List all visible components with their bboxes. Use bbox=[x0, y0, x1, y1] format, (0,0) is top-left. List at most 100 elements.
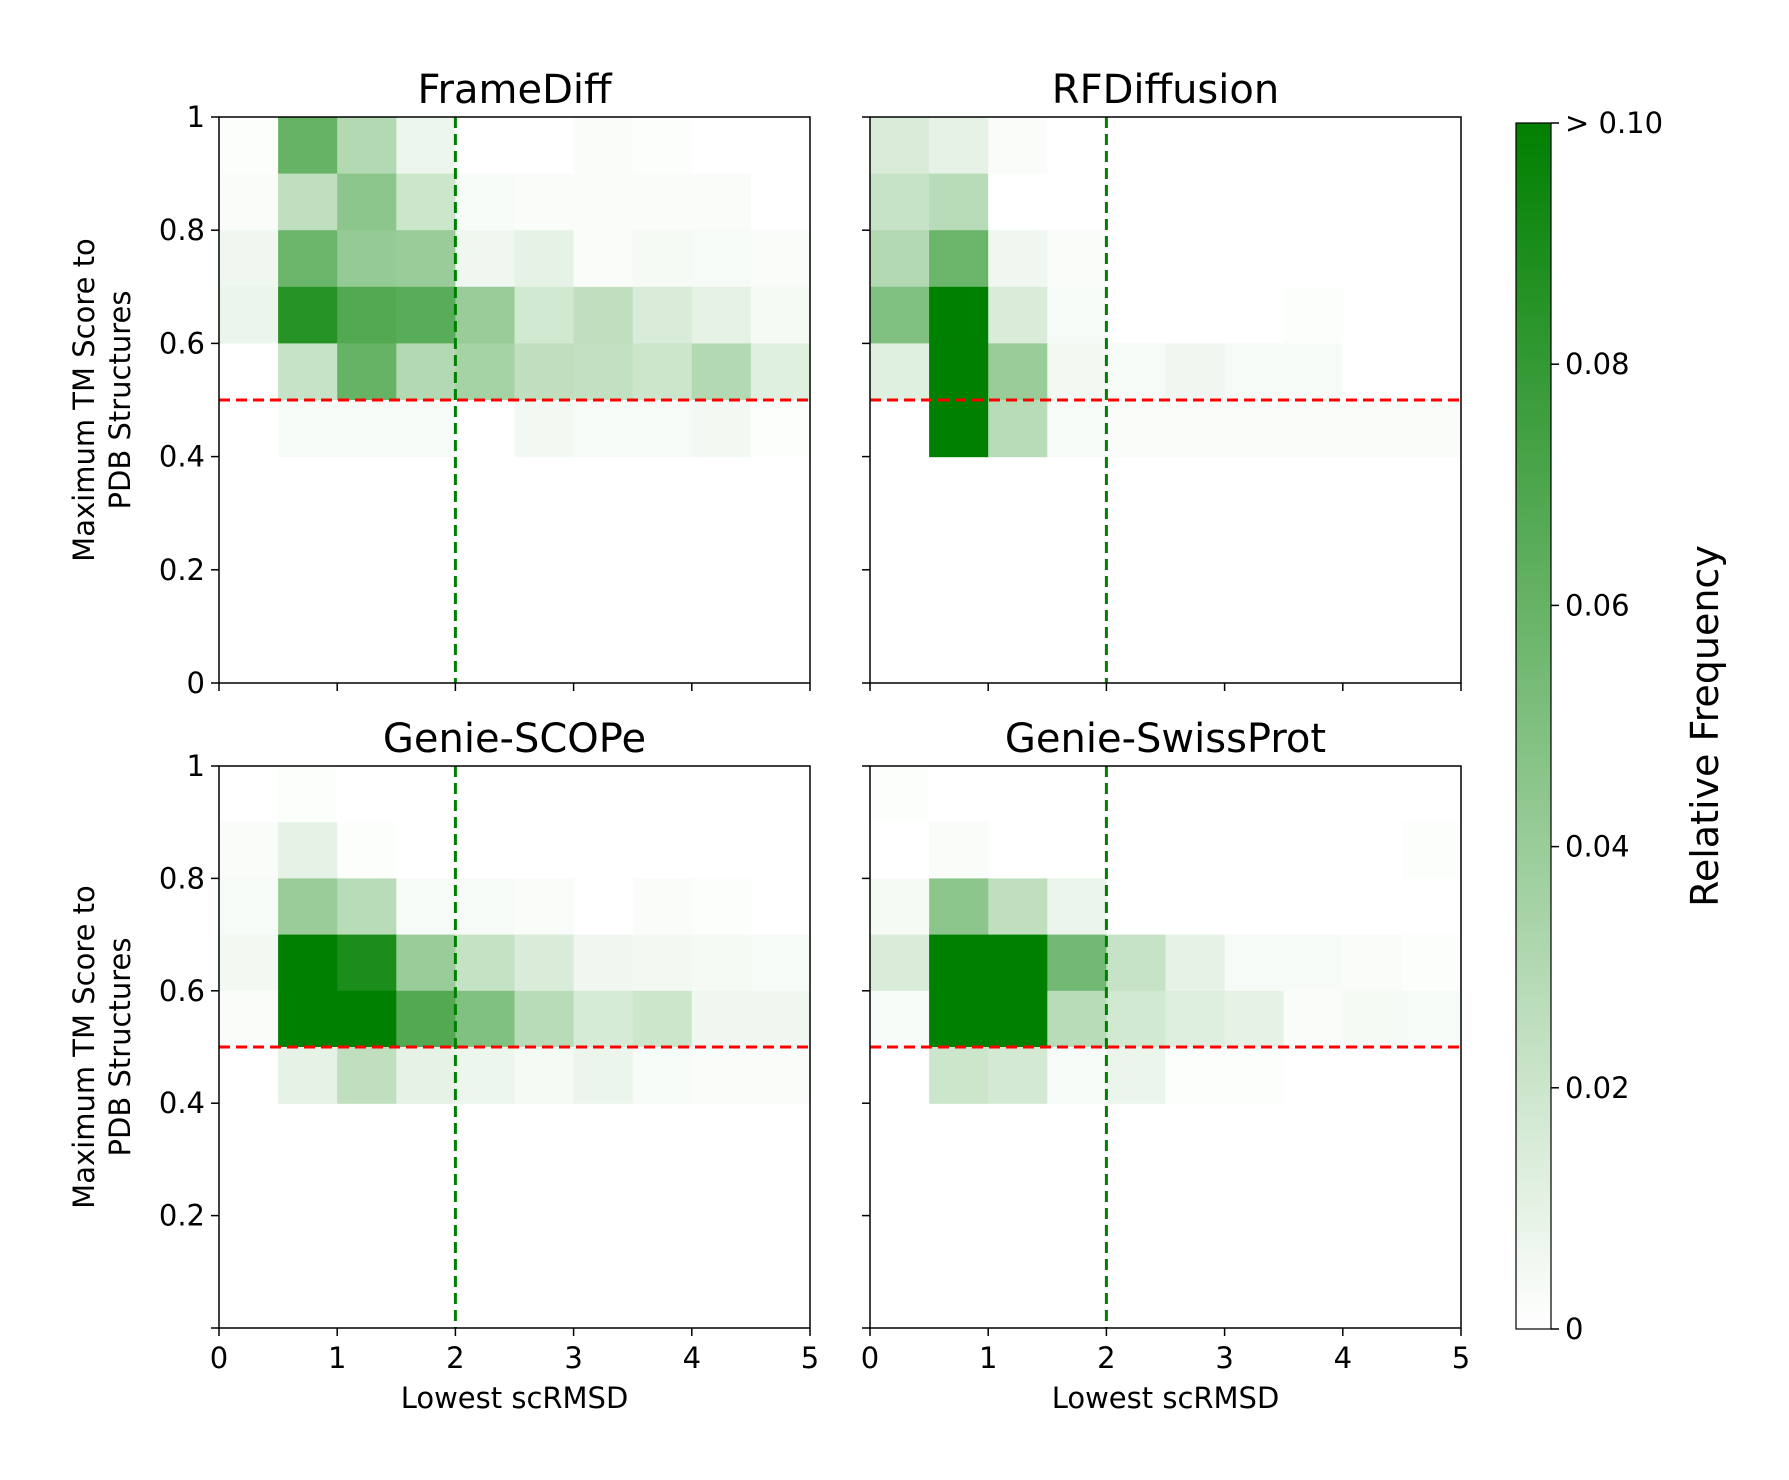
y-tick-label: 1 bbox=[187, 100, 205, 134]
heatmap-cell bbox=[1342, 173, 1403, 231]
heatmap-cell bbox=[219, 117, 279, 175]
heatmap-cell bbox=[573, 230, 634, 288]
heatmap-cell bbox=[750, 286, 811, 344]
x-tick-label: 2 bbox=[1097, 1341, 1115, 1375]
heatmap-cell bbox=[514, 230, 575, 288]
axes-frame bbox=[869, 116, 1462, 684]
heatmap-cell bbox=[1106, 1047, 1167, 1104]
heatmap-cell bbox=[691, 990, 752, 1048]
heatmap-cell bbox=[870, 822, 930, 879]
heatmap-cell bbox=[573, 286, 634, 344]
heatmap-cell bbox=[1165, 286, 1226, 344]
heatmap-cell bbox=[337, 343, 397, 401]
heatmap-cell bbox=[396, 343, 456, 401]
heatmap-cell bbox=[870, 230, 930, 288]
x-axis-label: Lowest scRMSD bbox=[401, 1381, 629, 1415]
heatmap-cell bbox=[455, 878, 516, 936]
heatmap-cell bbox=[870, 1047, 930, 1104]
heatmap-cell bbox=[1283, 822, 1344, 879]
heatmap-cell bbox=[691, 286, 752, 344]
y-axis-label: PDB Structures bbox=[103, 291, 137, 510]
heatmap-cell bbox=[278, 934, 338, 992]
heatmap-cell bbox=[1047, 173, 1107, 231]
heatmap-cell bbox=[455, 286, 516, 344]
heatmap-cell bbox=[1401, 400, 1462, 458]
axes-frame bbox=[869, 765, 1462, 1329]
heatmap-cell bbox=[1342, 230, 1403, 288]
heatmap-cell bbox=[1224, 400, 1285, 458]
heatmap-cell bbox=[1342, 400, 1403, 458]
heatmap-cell bbox=[396, 230, 456, 288]
colorbar-tick-label: 0.04 bbox=[1565, 830, 1630, 864]
heatmap-cell bbox=[337, 173, 397, 231]
heatmap-cell bbox=[219, 766, 279, 823]
heatmap-cell bbox=[988, 1047, 1048, 1104]
heatmap-cell bbox=[1165, 822, 1226, 879]
heatmap-cell bbox=[278, 878, 338, 936]
heatmap-cell bbox=[278, 766, 338, 823]
panel-title: Genie-SwissProt bbox=[1005, 716, 1326, 762]
heatmap-cell bbox=[455, 934, 516, 992]
x-tick-label: 5 bbox=[801, 1341, 819, 1375]
heatmap-cell bbox=[1401, 822, 1462, 879]
y-axis-label: PDB Structures bbox=[103, 938, 137, 1157]
heatmap-cell bbox=[573, 117, 634, 175]
heatmap-cell bbox=[691, 117, 752, 175]
heatmap-cell bbox=[1342, 117, 1403, 175]
x-axis-label: Lowest scRMSD bbox=[1052, 1381, 1280, 1415]
heatmap-cell bbox=[573, 1047, 634, 1104]
heatmap-cell bbox=[1165, 343, 1226, 401]
heatmap-cell bbox=[1047, 230, 1107, 288]
heatmap-cell bbox=[632, 990, 693, 1048]
heatmap-cell bbox=[278, 343, 338, 401]
heatmap-cell bbox=[1342, 286, 1403, 344]
heatmap-cell bbox=[1342, 822, 1403, 879]
heatmap-cell bbox=[929, 117, 989, 175]
heatmap-cell bbox=[455, 117, 516, 175]
heatmap-cell bbox=[396, 117, 456, 175]
heatmap-cell bbox=[396, 878, 456, 936]
heatmap-cell bbox=[455, 343, 516, 401]
heatmap-cell bbox=[573, 766, 634, 823]
heatmap-cell bbox=[870, 286, 930, 344]
heatmap-cell bbox=[514, 766, 575, 823]
heatmap-cell bbox=[870, 878, 930, 936]
y-tick-label: 0.4 bbox=[159, 1086, 205, 1120]
heatmap-cell bbox=[870, 400, 930, 458]
heatmap-cell bbox=[337, 766, 397, 823]
x-tick-label: 4 bbox=[1334, 1341, 1352, 1375]
axes-frame bbox=[218, 116, 811, 684]
heatmap-cell bbox=[988, 286, 1048, 344]
x-tick-label: 0 bbox=[861, 1341, 879, 1375]
heatmap-cell bbox=[1165, 766, 1226, 823]
heatmap-cell bbox=[514, 286, 575, 344]
heatmap-cell bbox=[750, 822, 811, 879]
heatmap-cell bbox=[691, 343, 752, 401]
colorbar-frame bbox=[1515, 122, 1552, 1330]
heatmap-cell bbox=[870, 990, 930, 1048]
x-tick-label: 5 bbox=[1452, 1341, 1470, 1375]
heatmap-cell bbox=[219, 286, 279, 344]
heatmap-cell bbox=[929, 990, 989, 1048]
heatmap-cell bbox=[632, 286, 693, 344]
heatmap-cell bbox=[750, 230, 811, 288]
heatmap-cell bbox=[1106, 400, 1167, 458]
heatmap-cell bbox=[219, 934, 279, 992]
heatmap-cell bbox=[514, 117, 575, 175]
heatmap-cell bbox=[1106, 173, 1167, 231]
heatmap-cell bbox=[1047, 1047, 1107, 1104]
y-tick-label: 0.4 bbox=[159, 440, 205, 474]
axes-frame bbox=[218, 765, 811, 1329]
heatmap-cell bbox=[1106, 990, 1167, 1048]
heatmap-cell bbox=[1342, 990, 1403, 1048]
heatmap-cell bbox=[337, 990, 397, 1048]
heatmap-cell bbox=[278, 822, 338, 879]
colorbar-tick-label: 0.06 bbox=[1565, 588, 1630, 622]
heatmap-cell bbox=[1401, 230, 1462, 288]
heatmap-cell bbox=[514, 173, 575, 231]
colorbar-tick-label: 0.02 bbox=[1565, 1071, 1630, 1105]
heatmap-cell bbox=[1165, 878, 1226, 936]
heatmap-cell bbox=[929, 230, 989, 288]
heatmap-cell bbox=[988, 766, 1048, 823]
heatmap-cell bbox=[929, 173, 989, 231]
